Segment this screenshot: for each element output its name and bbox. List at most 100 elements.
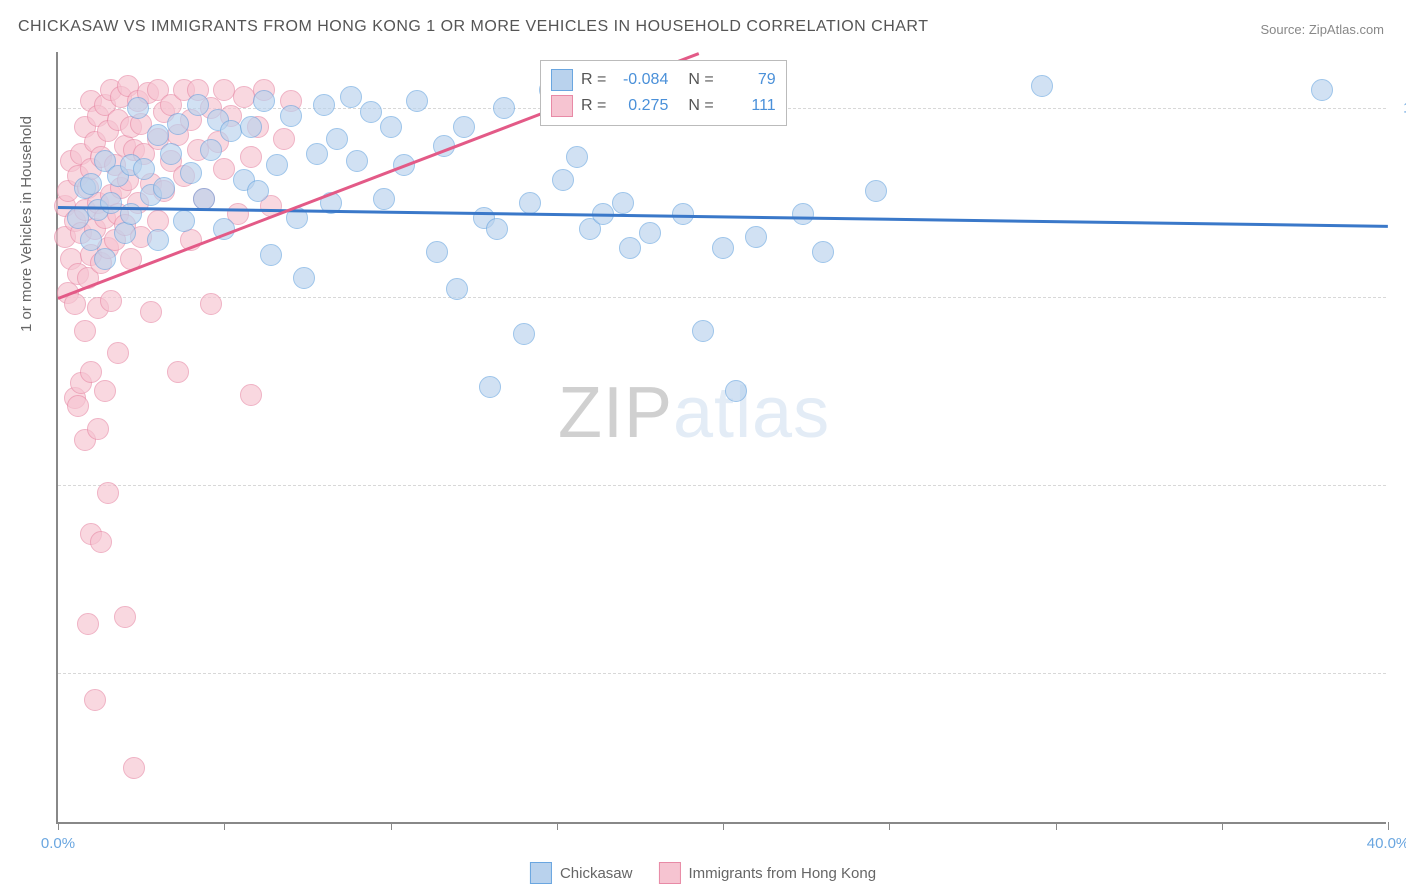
scatter-point-chickasaw [619, 237, 641, 259]
scatter-point-chickasaw [260, 244, 282, 266]
scatter-point-chickasaw [426, 241, 448, 263]
y-tick-label: 100.0% [1394, 100, 1406, 117]
scatter-point-chickasaw [67, 207, 89, 229]
r-value: 0.275 [614, 97, 668, 115]
x-tick-label: 0.0% [41, 835, 75, 852]
n-label: N = [688, 71, 713, 89]
stats-row-chickasaw: R = -0.084 N = 79 [551, 67, 776, 93]
legend-swatch-hk [658, 862, 680, 884]
trendline-chickasaw [58, 206, 1388, 228]
gridline-h [58, 673, 1386, 674]
scatter-point-chickasaw [167, 113, 189, 135]
scatter-point-chickasaw [373, 188, 395, 210]
stats-row-hk: R =0.275N =111 [551, 93, 776, 119]
scatter-point-hk [90, 531, 112, 553]
scatter-point-chickasaw [80, 173, 102, 195]
legend-label: Immigrants from Hong Kong [688, 865, 876, 882]
scatter-point-chickasaw [147, 124, 169, 146]
scatter-point-hk [240, 384, 262, 406]
scatter-point-chickasaw [100, 192, 122, 214]
x-tick [889, 822, 890, 830]
scatter-point-chickasaw [453, 116, 475, 138]
scatter-point-chickasaw [812, 241, 834, 263]
scatter-point-chickasaw [486, 218, 508, 240]
source-label: Source: ZipAtlas.com [1260, 22, 1384, 37]
legend: Chickasaw Immigrants from Hong Kong [530, 862, 876, 884]
n-value: 79 [722, 71, 776, 89]
legend-item-hk: Immigrants from Hong Kong [658, 862, 876, 884]
scatter-point-chickasaw [94, 248, 116, 270]
scatter-point-hk [84, 689, 106, 711]
scatter-point-chickasaw [133, 158, 155, 180]
scatter-point-chickasaw [306, 143, 328, 165]
x-tick [557, 822, 558, 830]
scatter-point-chickasaw [725, 380, 747, 402]
x-tick [391, 822, 392, 830]
scatter-point-chickasaw [745, 226, 767, 248]
scatter-point-hk [107, 342, 129, 364]
swatch-hk [551, 95, 573, 117]
watermark: ZIPatlas [558, 372, 830, 454]
y-tick-label: 80.0% [1394, 477, 1406, 494]
scatter-point-chickasaw [692, 320, 714, 342]
scatter-point-chickasaw [326, 128, 348, 150]
scatter-point-chickasaw [552, 169, 574, 191]
scatter-point-chickasaw [519, 192, 541, 214]
r-value: -0.084 [614, 71, 668, 89]
x-tick [1388, 822, 1389, 830]
scatter-point-chickasaw [80, 229, 102, 251]
chart-title: CHICKASAW VS IMMIGRANTS FROM HONG KONG 1… [18, 18, 928, 36]
scatter-point-chickasaw [712, 237, 734, 259]
scatter-point-chickasaw [127, 97, 149, 119]
scatter-point-hk [87, 418, 109, 440]
scatter-point-chickasaw [380, 116, 402, 138]
scatter-point-hk [67, 395, 89, 417]
scatter-point-chickasaw [566, 146, 588, 168]
scatter-point-chickasaw [406, 90, 428, 112]
stats-box: R = -0.084 N = 79 R =0.275N =111 [540, 60, 787, 126]
scatter-point-chickasaw [147, 229, 169, 251]
scatter-point-chickasaw [114, 222, 136, 244]
scatter-point-hk [97, 482, 119, 504]
scatter-point-hk [213, 79, 235, 101]
x-tick [723, 822, 724, 830]
scatter-point-chickasaw [193, 188, 215, 210]
scatter-point-chickasaw [280, 105, 302, 127]
scatter-point-hk [233, 86, 255, 108]
r-label: R = [581, 71, 606, 89]
scatter-point-chickasaw [612, 192, 634, 214]
scatter-point-chickasaw [1311, 79, 1333, 101]
scatter-point-hk [77, 613, 99, 635]
scatter-point-chickasaw [479, 376, 501, 398]
scatter-point-hk [80, 361, 102, 383]
legend-label: Chickasaw [560, 865, 633, 882]
scatter-point-chickasaw [220, 120, 242, 142]
scatter-point-chickasaw [266, 154, 288, 176]
scatter-point-chickasaw [792, 203, 814, 225]
y-axis-label: 1 or more Vehicles in Household [18, 116, 35, 332]
scatter-point-chickasaw [493, 97, 515, 119]
x-tick [58, 822, 59, 830]
scatter-point-hk [273, 128, 295, 150]
scatter-point-chickasaw [360, 101, 382, 123]
n-value: 111 [722, 97, 776, 115]
scatter-point-chickasaw [513, 323, 535, 345]
gridline-h [58, 297, 1386, 298]
scatter-point-chickasaw [173, 210, 195, 232]
scatter-point-hk [94, 380, 116, 402]
gridline-h [58, 485, 1386, 486]
scatter-point-chickasaw [240, 116, 262, 138]
scatter-point-chickasaw [1031, 75, 1053, 97]
scatter-point-chickasaw [346, 150, 368, 172]
legend-swatch-chickasaw [530, 862, 552, 884]
plot-area: ZIPatlas 70.0%80.0%90.0%100.0%0.0%40.0% [56, 52, 1386, 824]
scatter-point-hk [114, 606, 136, 628]
scatter-point-hk [123, 757, 145, 779]
scatter-point-chickasaw [153, 177, 175, 199]
scatter-point-chickasaw [200, 139, 222, 161]
scatter-point-chickasaw [293, 267, 315, 289]
x-tick [224, 822, 225, 830]
y-tick-label: 70.0% [1394, 665, 1406, 682]
y-tick-label: 90.0% [1394, 288, 1406, 305]
x-tick [1056, 822, 1057, 830]
